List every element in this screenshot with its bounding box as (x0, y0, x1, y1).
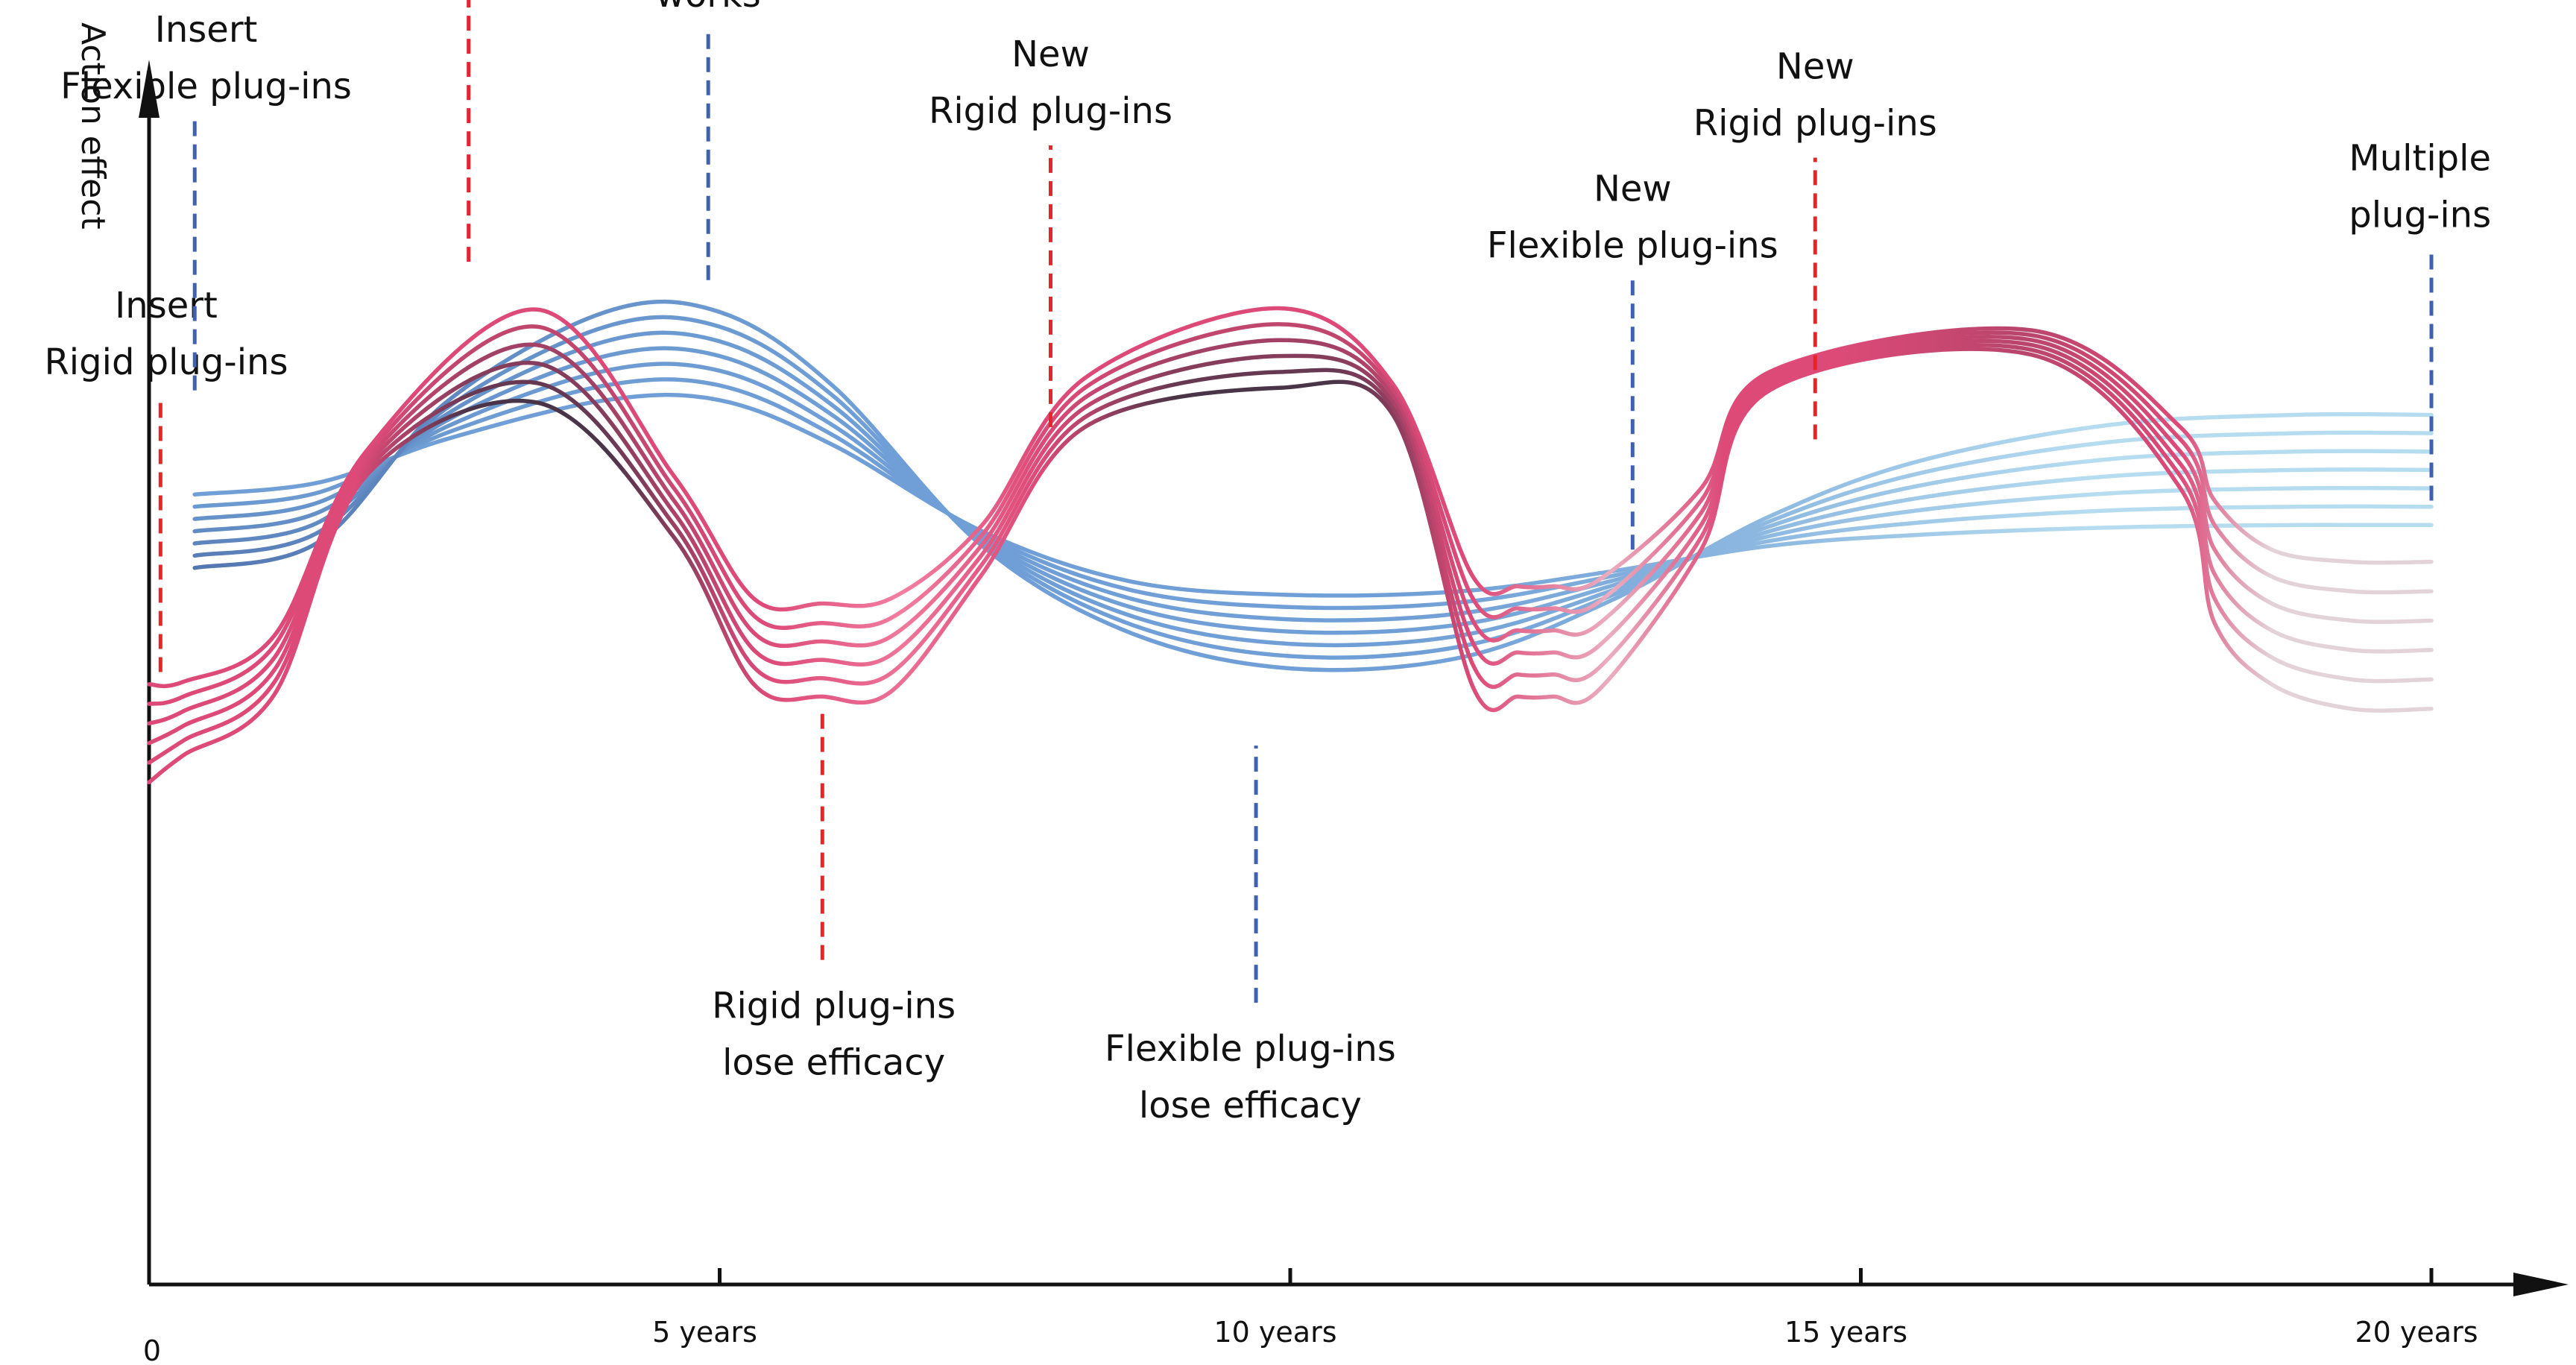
marker-label-insert-flexible: Insert (155, 9, 258, 51)
marker-label-rigid-lose: Rigid plug-ins (712, 986, 956, 1027)
marker-label-flexible-lose: Flexible plug-ins (1105, 1028, 1396, 1070)
marker-label-multiple: plug-ins (2349, 195, 2491, 236)
x-tick-label: 15 years (1784, 1316, 1907, 1349)
marker-label-insert-rigid: Rigid plug-ins (44, 341, 288, 383)
x-ticks: 0 5 years 10 years 15 years 20 years (143, 1268, 2478, 1365)
series-line-rigid-4 (147, 338, 2434, 745)
x-tick-label: 0 (143, 1334, 161, 1365)
annotation-markers: Insert Rigid plug-ins Insert Flexible plug-… (44, 0, 2491, 1126)
series-line-flexible-1 (192, 392, 2434, 598)
marker-label-insert-flexible: Flexible plug-ins (60, 66, 352, 107)
series-line-flexible-4 (192, 346, 2434, 635)
marker-label-insert-rigid: Insert (115, 285, 218, 327)
marker-label-new-flexible: Flexible plug-ins (1487, 225, 1778, 267)
x-tick-label: 5 years (652, 1316, 757, 1349)
axes: Action effect (74, 22, 2569, 1296)
series-line-rigid-2 (147, 322, 2434, 706)
x-tick-label: 10 years (1213, 1316, 1336, 1349)
marker-label-multiple: Multiple (2349, 138, 2491, 180)
marker-label-flexible-works: works (656, 0, 761, 16)
marker-label-new-flexible: New (1594, 168, 1672, 210)
x-tick-label: 20 years (2355, 1316, 2478, 1349)
series-line-flexible-2 (192, 377, 2434, 611)
series-line-flexible-5 (192, 330, 2434, 648)
marker-label-new-rigid-2: New (1776, 45, 1854, 87)
marker-label-flexible-lose: lose efficacy (1139, 1085, 1362, 1126)
series-line-rigid-6 (147, 347, 2434, 785)
marker-label-rigid-lose: lose efficacy (722, 1042, 945, 1084)
y-axis-label: Action effect (74, 22, 112, 230)
series-line-flexible-3 (192, 362, 2434, 622)
series-line-flexible-7 (192, 299, 2434, 672)
series-group (147, 299, 2434, 785)
series-line-rigid-5 (147, 343, 2434, 765)
series-line-rigid-1 (147, 306, 2434, 689)
marker-label-new-rigid-2: Rigid plug-ins (1693, 102, 1937, 144)
marker-label-new-rigid-1: New (1011, 34, 1090, 75)
y-axis-arrow (139, 60, 160, 118)
x-axis-arrow (2513, 1273, 2569, 1296)
series-line-rigid-3 (147, 335, 2434, 726)
marker-label-new-rigid-1: Rigid plug-ins (929, 90, 1172, 132)
series-line-flexible-6 (192, 315, 2434, 660)
